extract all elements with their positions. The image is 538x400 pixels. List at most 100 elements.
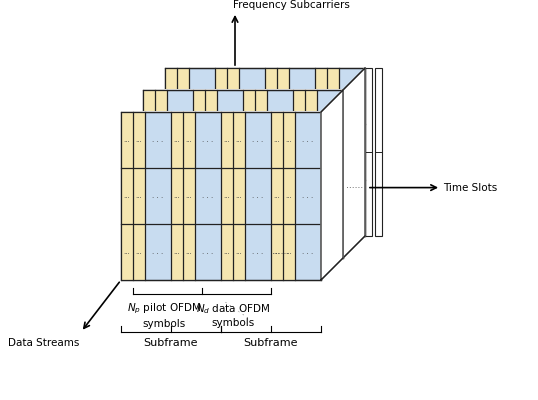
Text: ...: ... xyxy=(280,148,286,156)
Text: . . .: . . . xyxy=(196,148,208,156)
Text: . . .: . . . xyxy=(224,114,236,122)
Text: . . .: . . . xyxy=(296,204,308,212)
Text: ...: ... xyxy=(317,148,324,156)
Text: . . .: . . . xyxy=(224,170,236,178)
Text: Subframe: Subframe xyxy=(244,338,298,348)
Polygon shape xyxy=(321,90,343,280)
Text: ...: ... xyxy=(230,204,236,212)
Text: ...: ... xyxy=(317,92,324,100)
Text: ...: ... xyxy=(274,248,280,256)
Text: . . .: . . . xyxy=(202,248,214,256)
Text: ...: ... xyxy=(224,248,230,256)
Text: ...: ... xyxy=(196,226,202,234)
Text: ...: ... xyxy=(124,248,130,256)
Text: . . .: . . . xyxy=(252,192,264,200)
Text: ...: ... xyxy=(330,148,336,156)
Text: ...: ... xyxy=(308,170,314,178)
Text: . . .: . . . xyxy=(174,226,186,234)
Text: ...: ... xyxy=(146,226,152,234)
Bar xyxy=(255,90,267,258)
Text: . . .: . . . xyxy=(346,148,358,156)
Text: ...: ... xyxy=(295,114,302,122)
Text: ...: ... xyxy=(330,92,336,100)
Bar xyxy=(143,90,155,258)
Text: ...: ... xyxy=(136,136,143,144)
Text: . . .: . . . xyxy=(274,170,286,178)
Text: . . .: . . . xyxy=(174,170,186,178)
Text: ...: ... xyxy=(236,248,243,256)
Bar xyxy=(327,68,339,236)
Bar xyxy=(133,112,145,280)
Text: . . .: . . . xyxy=(302,248,314,256)
Text: ...: ... xyxy=(208,114,214,122)
Text: . . .: . . . xyxy=(202,192,214,200)
Text: . . .: . . . xyxy=(224,226,236,234)
Bar xyxy=(293,90,305,258)
Text: ...: ... xyxy=(218,148,224,156)
Text: ...: ... xyxy=(180,92,186,100)
Text: ...: ... xyxy=(267,204,274,212)
Text: ...: ... xyxy=(295,226,302,234)
Bar xyxy=(165,68,177,236)
Text: ...: ... xyxy=(246,114,252,122)
Text: . . .: . . . xyxy=(296,148,308,156)
Bar xyxy=(283,112,295,280)
Text: ...: ... xyxy=(274,136,280,144)
Text: ...: ... xyxy=(168,148,174,156)
Text: ...: ... xyxy=(308,114,314,122)
Text: . . .: . . . xyxy=(274,114,286,122)
Bar xyxy=(183,112,195,280)
Text: Time Slots: Time Slots xyxy=(443,182,497,192)
Text: ...: ... xyxy=(258,114,264,122)
Text: ...: ... xyxy=(267,148,274,156)
Bar xyxy=(215,68,227,236)
Bar xyxy=(142,89,344,259)
Text: . . .: . . . xyxy=(324,170,336,178)
Text: . . .: . . . xyxy=(252,136,264,144)
Bar xyxy=(271,112,283,280)
Text: ...: ... xyxy=(286,192,292,200)
Bar xyxy=(165,68,365,236)
Text: Subframe: Subframe xyxy=(144,338,198,348)
Text: ...: ... xyxy=(246,170,252,178)
Text: ...: ... xyxy=(158,114,165,122)
Text: . . .: . . . xyxy=(346,204,358,212)
Text: . . .: . . . xyxy=(174,114,186,122)
Text: ...: ... xyxy=(158,226,165,234)
Text: $N_d$ data OFDM
symbols: $N_d$ data OFDM symbols xyxy=(196,302,270,328)
Text: ...: ... xyxy=(180,204,186,212)
Text: . . .: . . . xyxy=(296,92,308,100)
Text: ...: ... xyxy=(258,170,264,178)
Text: ...: ... xyxy=(146,170,152,178)
Text: ...: ... xyxy=(196,114,202,122)
Text: . . .: . . . xyxy=(302,136,314,144)
Text: ...: ... xyxy=(230,148,236,156)
Bar xyxy=(155,90,167,258)
Text: ...: ... xyxy=(330,204,336,212)
Bar xyxy=(171,112,183,280)
Bar xyxy=(277,68,289,236)
Text: ...: ... xyxy=(246,226,252,234)
Text: ...: ... xyxy=(218,204,224,212)
Text: . . .: . . . xyxy=(152,192,164,200)
Text: . . .: . . . xyxy=(246,148,258,156)
Text: ...: ... xyxy=(230,92,236,100)
Text: ...: ... xyxy=(286,136,292,144)
Text: . . .: . . . xyxy=(252,248,264,256)
Text: . . . . . .: . . . . . . xyxy=(223,296,251,320)
Text: ...: ... xyxy=(218,92,224,100)
Text: . . .: . . . xyxy=(274,226,286,234)
Bar xyxy=(120,111,322,281)
Text: ...: ... xyxy=(136,248,143,256)
Text: ...: ... xyxy=(180,148,186,156)
Bar xyxy=(143,90,343,258)
Text: . . .: . . . xyxy=(196,92,208,100)
Text: ...: ... xyxy=(158,170,165,178)
Text: . . .: . . . xyxy=(152,248,164,256)
Text: $N_p$ pilot OFDM
symbols: $N_p$ pilot OFDM symbols xyxy=(127,302,201,329)
Text: . . .: . . . xyxy=(324,114,336,122)
Bar xyxy=(233,112,245,280)
Text: ...: ... xyxy=(124,192,130,200)
Text: ...: ... xyxy=(168,204,174,212)
Text: ...: ... xyxy=(168,92,174,100)
